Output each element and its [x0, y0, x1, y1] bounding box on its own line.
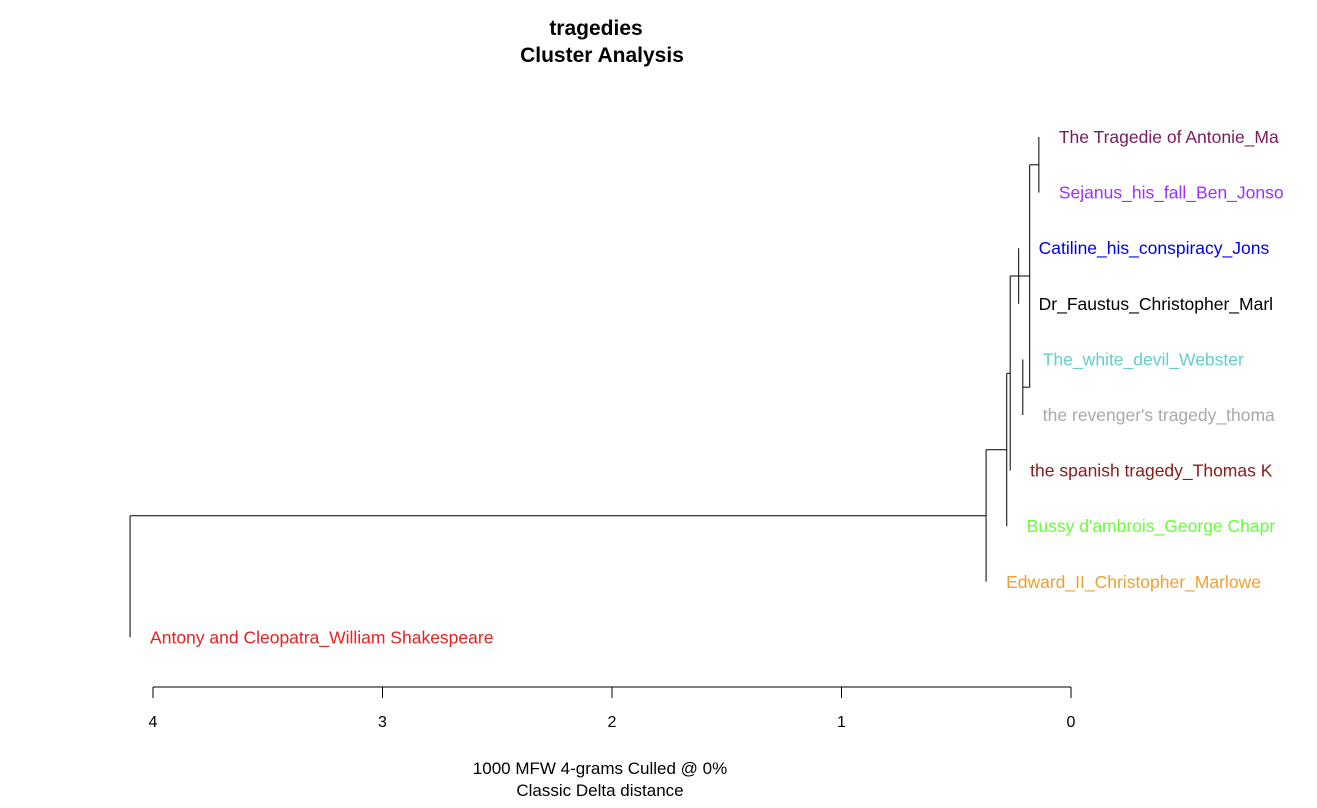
x-axis-tick-label: 2: [608, 714, 617, 731]
chart-subtitle: Cluster Analysis: [520, 44, 684, 67]
chart-title: tragedies: [549, 17, 642, 40]
x-axis-tick-label: 4: [149, 714, 158, 731]
dendrogram-branches: [129, 137, 1040, 638]
x-axis-tick-label: 1: [837, 714, 846, 731]
leaf-label: The_white_devil_Webster: [1043, 349, 1244, 370]
leaf-labels: The Tragedie of Antonie_Ma Sejanus_his_fa…: [150, 127, 1284, 648]
x-axis-tick-label: 3: [378, 714, 387, 731]
leaf-label: Sejanus_his_fall_Ben_Jonso: [1059, 183, 1284, 204]
caption-line1: 1000 MFW 4-grams Culled @ 0%: [473, 759, 727, 778]
leaf-label: Catiline_his_conspiracy_Jons: [1039, 238, 1270, 259]
x-axis-tick-label: 0: [1067, 714, 1076, 731]
leaf-label: Bussy d'ambrois_George Chapr: [1027, 516, 1276, 537]
leaf-label: The Tragedie of Antonie_Ma: [1059, 127, 1279, 148]
caption-line2: Classic Delta distance: [516, 781, 683, 800]
x-axis: 4 3 2 1 0: [149, 686, 1076, 731]
leaf-label: Antony and Cleopatra_William Shakespeare: [150, 627, 493, 648]
leaf-label: the revenger's tragedy_thoma: [1043, 405, 1275, 426]
leaf-label: Edward_II_Christopher_Marlowe: [1006, 572, 1261, 593]
leaf-label: Dr_Faustus_Christopher_Marl: [1039, 294, 1273, 315]
leaf-label: the spanish tragedy_Thomas K: [1030, 461, 1273, 482]
